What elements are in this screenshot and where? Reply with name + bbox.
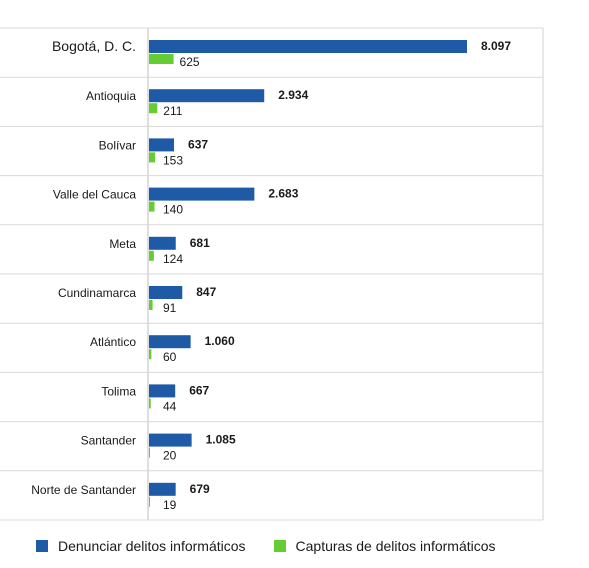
category-label: Santander <box>81 434 136 448</box>
legend-item-denuncias: Denunciar delitos informáticos <box>36 538 246 554</box>
data-label-denuncias: 667 <box>189 383 209 397</box>
category-label: Antioquia <box>86 89 136 103</box>
bar-capturas <box>149 201 155 212</box>
data-label-capturas: 140 <box>163 203 183 217</box>
bar-denuncias <box>149 89 265 103</box>
legend: Denunciar delitos informáticos Capturas … <box>36 538 496 554</box>
bar-capturas <box>149 496 150 507</box>
data-label-denuncias: 847 <box>196 285 216 299</box>
bar-denuncias <box>149 482 176 496</box>
bar-capturas <box>149 103 158 114</box>
bar-capturas <box>149 152 156 163</box>
bar-denuncias <box>149 433 192 447</box>
legend-swatch-denuncias <box>36 540 48 552</box>
category-label: Tolima <box>101 384 136 398</box>
bar-denuncias <box>149 40 467 53</box>
bar-capturas <box>149 250 154 261</box>
bar-denuncias <box>149 384 176 398</box>
bar-capturas <box>149 300 153 310</box>
bar-capturas <box>149 447 150 458</box>
legend-label-capturas: Capturas de delitos informáticos <box>295 538 496 554</box>
bar-denuncias <box>149 236 176 250</box>
data-label-denuncias: 637 <box>188 137 208 151</box>
category-label: Atlántico <box>90 335 136 349</box>
data-label-capturas: 211 <box>163 104 182 118</box>
data-label-denuncias: 2.683 <box>268 187 298 201</box>
bar-denuncias <box>149 335 191 349</box>
category-label: Bogotá, D. C. <box>52 38 136 54</box>
category-label: Norte de Santander <box>31 483 136 497</box>
category-label: Cundinamarca <box>58 286 136 300</box>
category-label: Valle del Cauca <box>53 188 136 202</box>
bar-denuncias <box>149 286 183 299</box>
data-label-capturas: 19 <box>163 498 177 512</box>
data-label-capturas: 124 <box>163 252 183 266</box>
legend-label-denuncias: Denunciar delitos informáticos <box>58 538 246 554</box>
data-label-capturas: 20 <box>163 449 177 463</box>
category-label: Bolívar <box>99 138 136 152</box>
data-label-capturas: 91 <box>163 301 177 315</box>
data-label-capturas: 44 <box>163 399 177 413</box>
bar-capturas <box>149 54 174 64</box>
data-label-capturas: 60 <box>163 350 177 364</box>
data-label-denuncias: 2.934 <box>278 88 308 102</box>
data-label-denuncias: 681 <box>190 236 210 250</box>
bar-denuncias <box>149 187 255 201</box>
legend-item-capturas: Capturas de delitos informáticos <box>273 538 496 554</box>
data-label-capturas: 153 <box>163 153 183 167</box>
bar-capturas <box>149 349 152 360</box>
data-label-denuncias: 8.097 <box>481 39 511 53</box>
data-label-denuncias: 679 <box>190 482 210 496</box>
category-label: Meta <box>109 237 136 251</box>
data-label-denuncias: 1.060 <box>205 334 235 348</box>
data-label-capturas: 625 <box>180 55 200 69</box>
legend-swatch-capturas <box>273 540 286 552</box>
bar-capturas <box>149 398 151 409</box>
data-label-denuncias: 1.085 <box>206 433 236 447</box>
bar-denuncias <box>149 138 175 152</box>
